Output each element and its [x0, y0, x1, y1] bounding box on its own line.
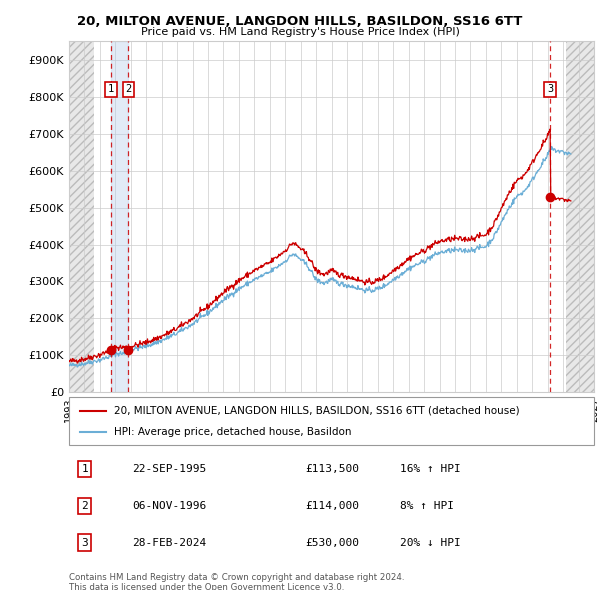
- Text: £530,000: £530,000: [305, 537, 359, 548]
- Text: £114,000: £114,000: [305, 501, 359, 511]
- Text: 3: 3: [547, 84, 553, 94]
- Text: 8% ↑ HPI: 8% ↑ HPI: [400, 501, 454, 511]
- Text: This data is licensed under the Open Government Licence v3.0.: This data is licensed under the Open Gov…: [69, 583, 344, 590]
- Text: 2: 2: [82, 501, 88, 511]
- Text: 3: 3: [82, 537, 88, 548]
- Text: 20% ↓ HPI: 20% ↓ HPI: [400, 537, 461, 548]
- Bar: [566, 41, 594, 392]
- Text: 06-NOV-1996: 06-NOV-1996: [132, 501, 206, 511]
- Text: 16% ↑ HPI: 16% ↑ HPI: [400, 464, 461, 474]
- Bar: [111, 41, 128, 392]
- Text: 20, MILTON AVENUE, LANGDON HILLS, BASILDON, SS16 6TT (detached house): 20, MILTON AVENUE, LANGDON HILLS, BASILD…: [113, 405, 519, 415]
- Text: 1: 1: [108, 84, 114, 94]
- Text: 22-SEP-1995: 22-SEP-1995: [132, 464, 206, 474]
- Text: 2: 2: [125, 84, 131, 94]
- Text: 20, MILTON AVENUE, LANGDON HILLS, BASILDON, SS16 6TT: 20, MILTON AVENUE, LANGDON HILLS, BASILD…: [77, 15, 523, 28]
- Text: Contains HM Land Registry data © Crown copyright and database right 2024.: Contains HM Land Registry data © Crown c…: [69, 573, 404, 582]
- Text: £113,500: £113,500: [305, 464, 359, 474]
- Bar: [69, 41, 94, 392]
- Text: 1: 1: [82, 464, 88, 474]
- Text: Price paid vs. HM Land Registry's House Price Index (HPI): Price paid vs. HM Land Registry's House …: [140, 27, 460, 37]
- FancyBboxPatch shape: [69, 397, 594, 445]
- Text: 28-FEB-2024: 28-FEB-2024: [132, 537, 206, 548]
- Text: HPI: Average price, detached house, Basildon: HPI: Average price, detached house, Basi…: [113, 427, 351, 437]
